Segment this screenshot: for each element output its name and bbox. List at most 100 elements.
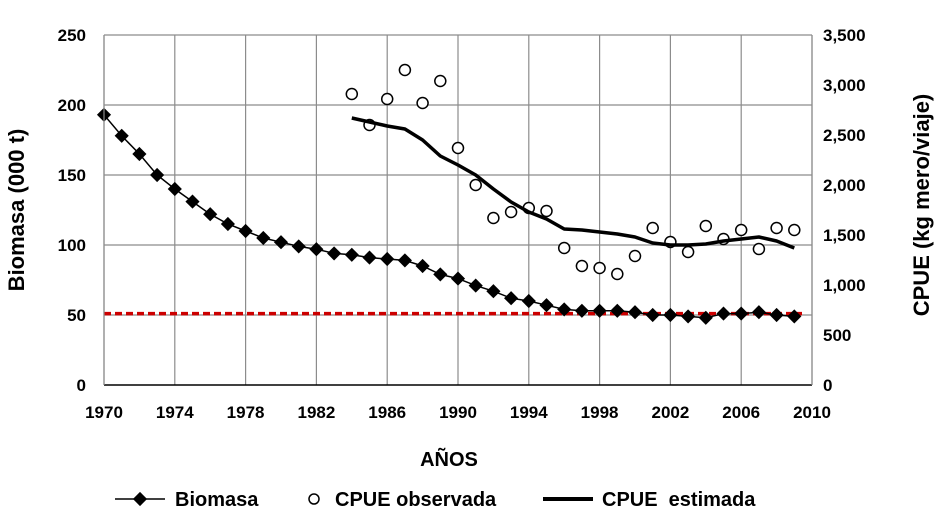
data-point-biomasa: [627, 305, 643, 320]
x-tick-label: 1986: [368, 403, 406, 422]
data-point-biomasa: [468, 278, 483, 293]
data-point-cpue-observada: [699, 219, 713, 233]
data-point-biomasa: [167, 181, 182, 197]
data-point-biomasa: [716, 306, 731, 321]
data-point-biomasa: [751, 305, 766, 320]
data-point-biomasa: [380, 251, 395, 267]
y-tick-label-right: 2,500: [823, 126, 866, 145]
data-point-biomasa: [486, 284, 501, 299]
data-point-biomasa: [698, 310, 713, 325]
x-tick-label: 1982: [297, 403, 335, 422]
y-tick-label-right: 0: [823, 376, 832, 395]
data-point-biomasa: [203, 207, 218, 222]
y-tick-label-left: 0: [77, 376, 86, 395]
x-tick-label: 1990: [439, 403, 477, 422]
data-point-cpue-observada: [788, 223, 801, 237]
data-point-biomasa: [397, 253, 412, 268]
y-axis-title-left: Biomasa (000 t): [4, 129, 29, 292]
data-point-biomasa: [220, 216, 235, 232]
x-axis-title: AÑOS: [420, 448, 478, 471]
data-point-biomasa: [610, 303, 625, 318]
data-point-biomasa: [663, 307, 678, 323]
series-group: [96, 63, 802, 325]
data-point-cpue-observada: [469, 178, 482, 192]
x-tick-label: 1994: [510, 403, 548, 422]
data-point-cpue-observada: [434, 74, 447, 88]
y-tick-label-left: 250: [58, 26, 86, 45]
data-point-biomasa: [132, 146, 147, 162]
y-tick-label-left: 150: [58, 166, 86, 185]
data-point-biomasa: [521, 293, 536, 309]
data-point-cpue-observada: [646, 221, 659, 235]
y-tick-label-right: 2,000: [823, 176, 866, 195]
data-point-cpue-observada: [380, 92, 394, 106]
data-point-biomasa: [539, 298, 554, 313]
data-point-biomasa: [150, 167, 165, 183]
data-point-biomasa: [415, 258, 430, 274]
data-point-cpue-observada: [557, 241, 571, 255]
data-point-biomasa: [256, 230, 271, 246]
data-point-biomasa: [327, 246, 342, 261]
x-tick-label: 1998: [581, 403, 619, 422]
data-point-cpue-observada: [752, 242, 766, 256]
data-point-biomasa: [592, 303, 607, 318]
data-point-cpue-observada: [398, 63, 412, 77]
x-tick-label: 1974: [156, 403, 194, 422]
x-tick-label: 1970: [85, 403, 123, 422]
legend-label-cpue-estimada: CPUE estimada: [602, 489, 756, 511]
data-point-cpue-observada: [575, 259, 589, 273]
legend-marker-cpue-observada: [308, 493, 320, 505]
legend-marker-biomasa-diamond: [132, 491, 148, 507]
y-tick-label-left: 50: [67, 306, 86, 325]
data-point-cpue-observada: [611, 267, 624, 281]
data-point-biomasa: [291, 239, 306, 254]
x-tick-label: 1978: [227, 403, 265, 422]
data-point-biomasa: [309, 242, 324, 257]
data-point-biomasa: [574, 303, 589, 318]
data-point-biomasa: [185, 194, 200, 209]
data-point-biomasa: [681, 309, 696, 324]
y-tick-label-right: 3,500: [823, 26, 866, 45]
data-point-biomasa: [450, 271, 466, 286]
series-line-cpue-estimada: [351, 116, 795, 250]
data-point-biomasa: [433, 267, 448, 282]
legend-item-cpue-estimada: CPUE estimada: [543, 489, 756, 511]
y-tick-label-right: 1,500: [823, 226, 866, 245]
data-point-cpue-observada: [734, 223, 748, 237]
data-point-cpue-observada: [345, 87, 359, 101]
data-point-cpue-observada: [593, 261, 606, 275]
data-point-cpue-observada: [416, 96, 429, 110]
data-point-biomasa: [734, 306, 749, 321]
data-point-cpue-observada: [487, 211, 500, 225]
x-tick-label: 2006: [722, 403, 760, 422]
series-line-biomasa: [103, 114, 795, 319]
y-tick-label-right: 3,000: [823, 76, 866, 95]
legend-label-biomasa: Biomasa: [175, 489, 259, 511]
data-point-biomasa: [769, 307, 784, 323]
y-tick-label-left: 100: [58, 236, 86, 255]
data-point-cpue-observada: [681, 245, 695, 259]
data-point-biomasa: [787, 309, 802, 324]
data-point-biomasa: [504, 291, 519, 306]
data-point-cpue-observada: [504, 205, 518, 219]
data-point-cpue-observada: [628, 249, 642, 263]
y-tick-label-left: 200: [58, 96, 86, 115]
x-tick-label: 2002: [651, 403, 689, 422]
legend-item-biomasa: Biomasa: [115, 489, 259, 511]
y-tick-label-right: 500: [823, 326, 851, 345]
legend-item-cpue-observada: CPUE observada: [308, 489, 497, 511]
data-point-biomasa: [273, 235, 289, 250]
axes: 1970 1974 1978 1982 1986 1990 1994 1998 2002 2006…: [58, 26, 866, 422]
y-tick-label-right: 1,000: [823, 276, 866, 295]
data-point-biomasa: [645, 307, 660, 323]
x-tick-label: 2010: [793, 403, 831, 422]
data-point-biomasa: [238, 223, 253, 239]
data-point-biomasa: [344, 247, 359, 262]
data-point-cpue-observada: [540, 204, 553, 218]
data-point-cpue-observada: [770, 221, 783, 235]
y-axis-title-right: CPUE (kg mero/viaje): [909, 94, 934, 317]
data-point-cpue-observada: [451, 141, 465, 155]
legend: Biomasa CPUE observada CPUE estimada: [115, 489, 756, 511]
data-point-biomasa: [557, 302, 572, 317]
